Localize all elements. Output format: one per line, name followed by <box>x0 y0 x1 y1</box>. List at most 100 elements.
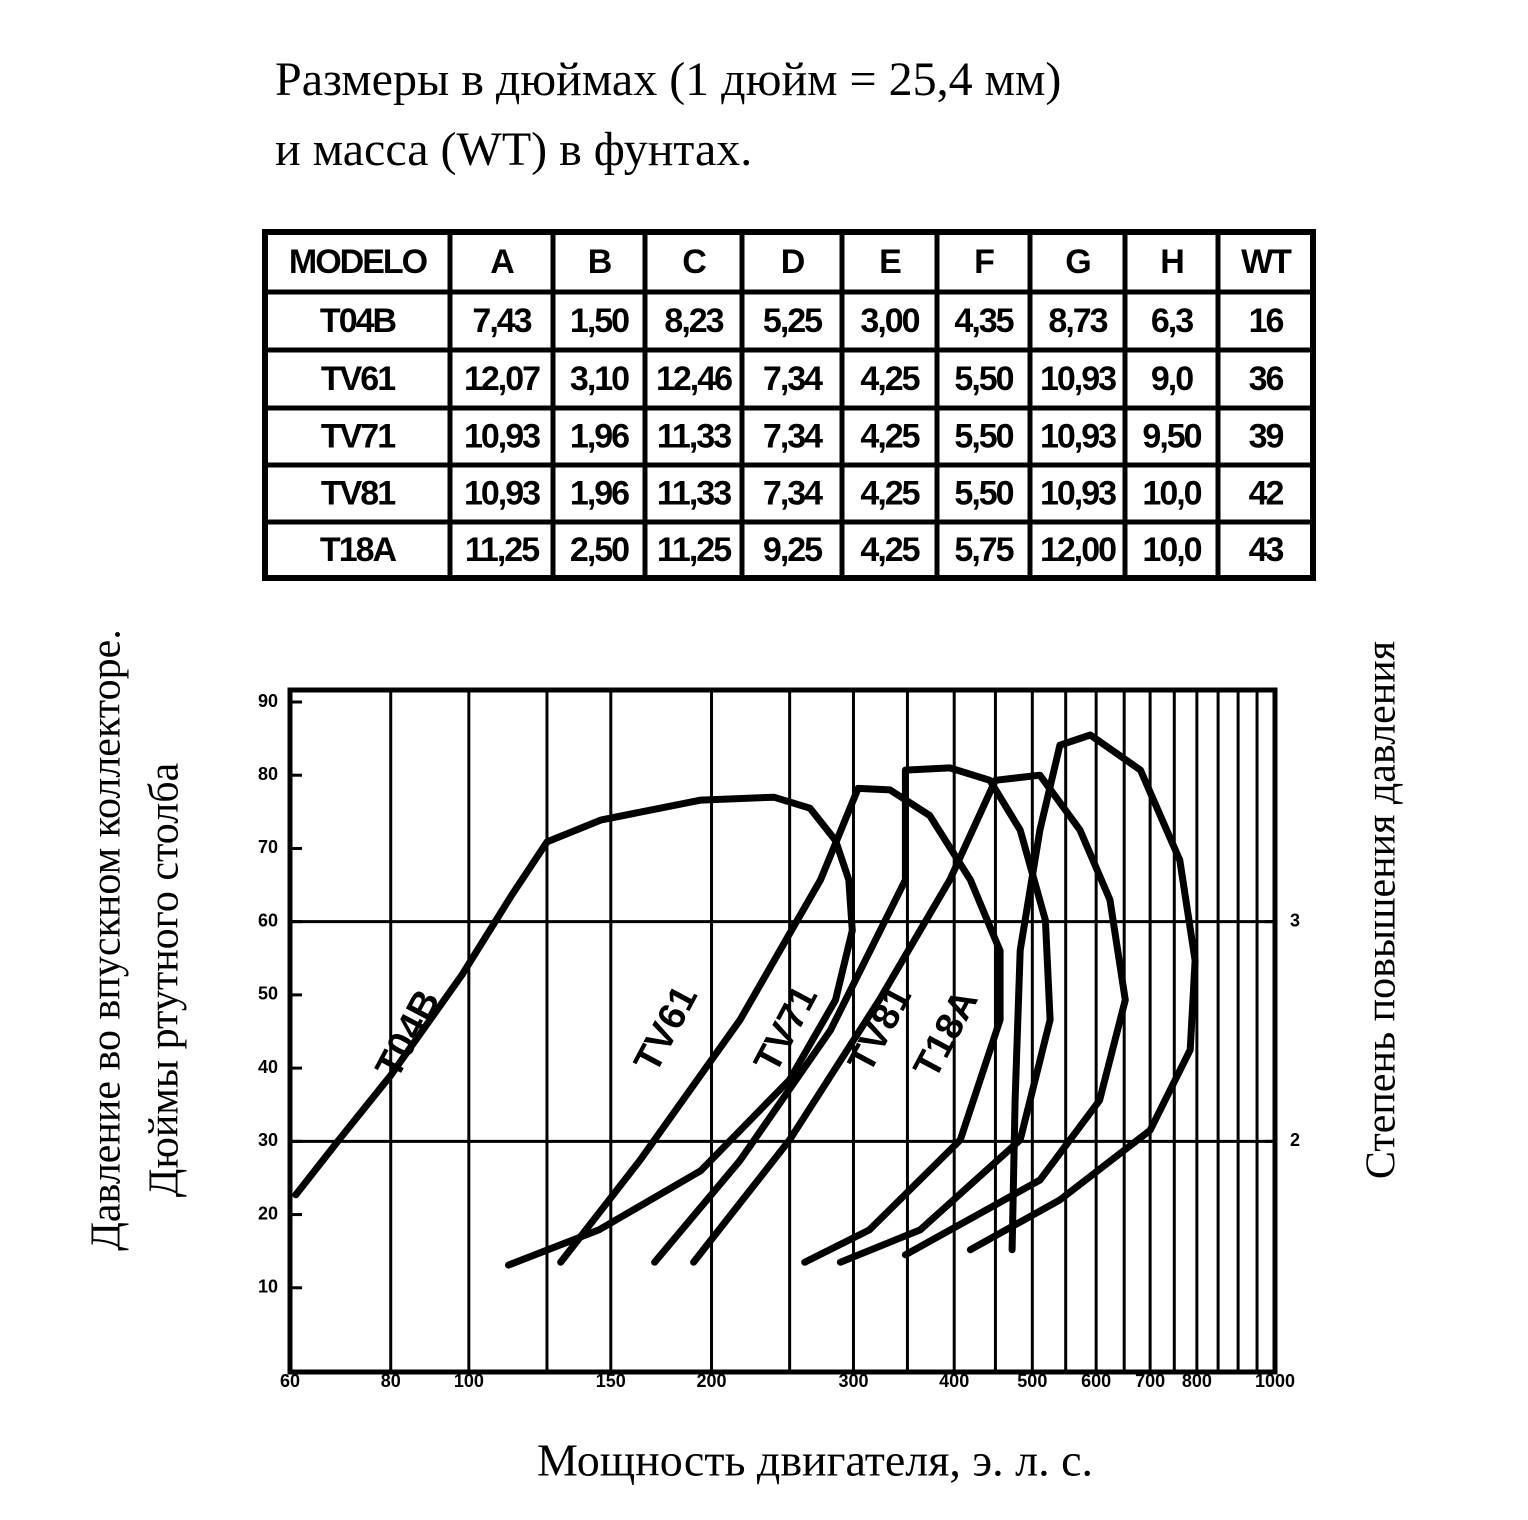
table-cell: 9,0 <box>1151 360 1193 398</box>
x-tick-label: 60 <box>280 1371 300 1391</box>
table-cell: 5,50 <box>954 417 1013 455</box>
y-tick-label: 90 <box>258 691 278 711</box>
curve <box>966 731 1199 1254</box>
table-header-cell: G <box>1065 243 1090 281</box>
x-axis-label: Мощность двигателя, э. л. с. <box>537 1435 1093 1486</box>
table-header-cell: E <box>879 243 901 281</box>
table-cell: 11,33 <box>657 417 731 455</box>
table-cell: TV71 <box>321 417 395 455</box>
table-cell: 1,50 <box>570 302 629 340</box>
table-cell: 8,73 <box>1048 302 1107 340</box>
plot-frame <box>287 687 1278 1375</box>
table-cell: 43 <box>1249 531 1284 569</box>
table-header-cell: C <box>682 243 706 281</box>
y2-tick-label: 3 <box>1290 910 1300 930</box>
x-tick-label: 80 <box>381 1371 401 1391</box>
x-tick-label: 150 <box>596 1371 626 1391</box>
table-header-cell: F <box>974 243 994 281</box>
x-tick-label: 500 <box>1017 1371 1047 1391</box>
y-tick-label: 80 <box>258 764 278 784</box>
table-cell: 7,34 <box>763 474 823 512</box>
y2-axis-label: Степень повышения давления <box>1359 641 1405 1179</box>
y2-tick-label: 2 <box>1290 1130 1300 1150</box>
table-cell: 4,25 <box>860 417 919 455</box>
table-cell: T04B <box>320 302 397 340</box>
y-axis-label: Дюймы ртутного столба <box>142 762 188 1197</box>
table-cell: 10,93 <box>1040 474 1116 512</box>
table-cell: 4,25 <box>860 360 919 398</box>
table-cell: 7,43 <box>472 302 531 340</box>
table-cell: 3,00 <box>860 302 919 340</box>
table-cell: 1,96 <box>570 417 629 455</box>
table-cell: T18A <box>320 531 397 569</box>
x-tick-label: 100 <box>454 1371 484 1391</box>
table-cell: 11,25 <box>657 531 731 569</box>
table-cell: 4,35 <box>954 302 1013 340</box>
table-cell: TV81 <box>321 474 395 512</box>
table-cell: 5,50 <box>954 474 1013 512</box>
y-axis-label: Давление во впускном коллекторе. <box>84 629 130 1251</box>
table-cell: 11,25 <box>465 531 539 569</box>
table-cell: 10,93 <box>1040 417 1116 455</box>
table-cell: 5,75 <box>954 531 1013 569</box>
table-header-cell: A <box>490 243 514 281</box>
y-tick-label: 70 <box>258 837 278 857</box>
y-tick-label: 60 <box>258 910 278 930</box>
table-cell: 10,93 <box>464 417 540 455</box>
table-cell: 16 <box>1249 302 1284 340</box>
x-tick-label: 700 <box>1135 1371 1165 1391</box>
table-cell: 12,00 <box>1040 531 1116 569</box>
table-header-cell: D <box>781 243 805 281</box>
table-cell: 5,25 <box>763 302 822 340</box>
table-cell: 11,33 <box>657 474 731 512</box>
table-cell: 10,93 <box>1040 360 1116 398</box>
table-cell: 42 <box>1249 474 1284 512</box>
table-cell: 10,0 <box>1142 474 1201 512</box>
y-tick-label: 50 <box>258 984 278 1004</box>
table-cell: 7,34 <box>763 360 823 398</box>
table-cell: 10,93 <box>464 474 540 512</box>
table-cell: 39 <box>1249 417 1284 455</box>
table-header-cell: WT <box>1241 243 1292 281</box>
table-cell: 8,23 <box>664 302 723 340</box>
table-cell: 12,46 <box>656 360 732 398</box>
table-border <box>262 229 1316 581</box>
y-tick-label: 20 <box>258 1203 278 1223</box>
x-tick-label: 200 <box>696 1371 726 1391</box>
table-cell: 9,25 <box>763 531 822 569</box>
table-cell: 3,10 <box>570 360 629 398</box>
y-tick-label: 10 <box>258 1277 278 1297</box>
curve <box>292 793 856 1269</box>
table-header-cell: MODELO <box>289 243 428 281</box>
x-tick-label: 1000 <box>1255 1371 1295 1391</box>
header-line: и масса (WT) в фунтах. <box>275 123 752 176</box>
table-cell: 4,25 <box>860 531 919 569</box>
chart: 60 80 100 150 200 300 400 500 600 700 800 1000 10 20 3… <box>258 687 1300 1391</box>
table-cell: 36 <box>1249 360 1284 398</box>
table-cell: 9,50 <box>1142 417 1201 455</box>
table-cell: TV61 <box>321 360 395 398</box>
curve <box>557 784 1004 1266</box>
table-cell: 12,07 <box>464 360 540 398</box>
table-cell: 6,3 <box>1151 302 1193 340</box>
table: MODELO A B C D E F G H WT T04B 7,43 1,50 8,23 5,25 3,00… <box>262 229 1316 581</box>
table-cell: 2,50 <box>570 531 629 569</box>
x-tick-label: 300 <box>838 1371 868 1391</box>
curve <box>690 771 1129 1266</box>
table-header-cell: H <box>1160 243 1183 281</box>
header-line: Размеры в дюймах (1 дюйм = 25,4 мм) <box>275 53 1061 106</box>
x-tick-label: 400 <box>939 1371 969 1391</box>
curve <box>651 764 1054 1266</box>
table-cell: 10,0 <box>1142 531 1201 569</box>
table-header-cell: B <box>588 243 612 281</box>
y-tick-label: 40 <box>258 1057 278 1077</box>
curve-label: T04B <box>368 983 449 1085</box>
table-cell: 1,96 <box>570 474 629 512</box>
x-tick-label: 600 <box>1081 1371 1111 1391</box>
y-tick-label: 30 <box>258 1130 278 1150</box>
table-cell: 4,25 <box>860 474 919 512</box>
table-cell: 7,34 <box>763 417 823 455</box>
x-tick-label: 800 <box>1182 1371 1212 1391</box>
